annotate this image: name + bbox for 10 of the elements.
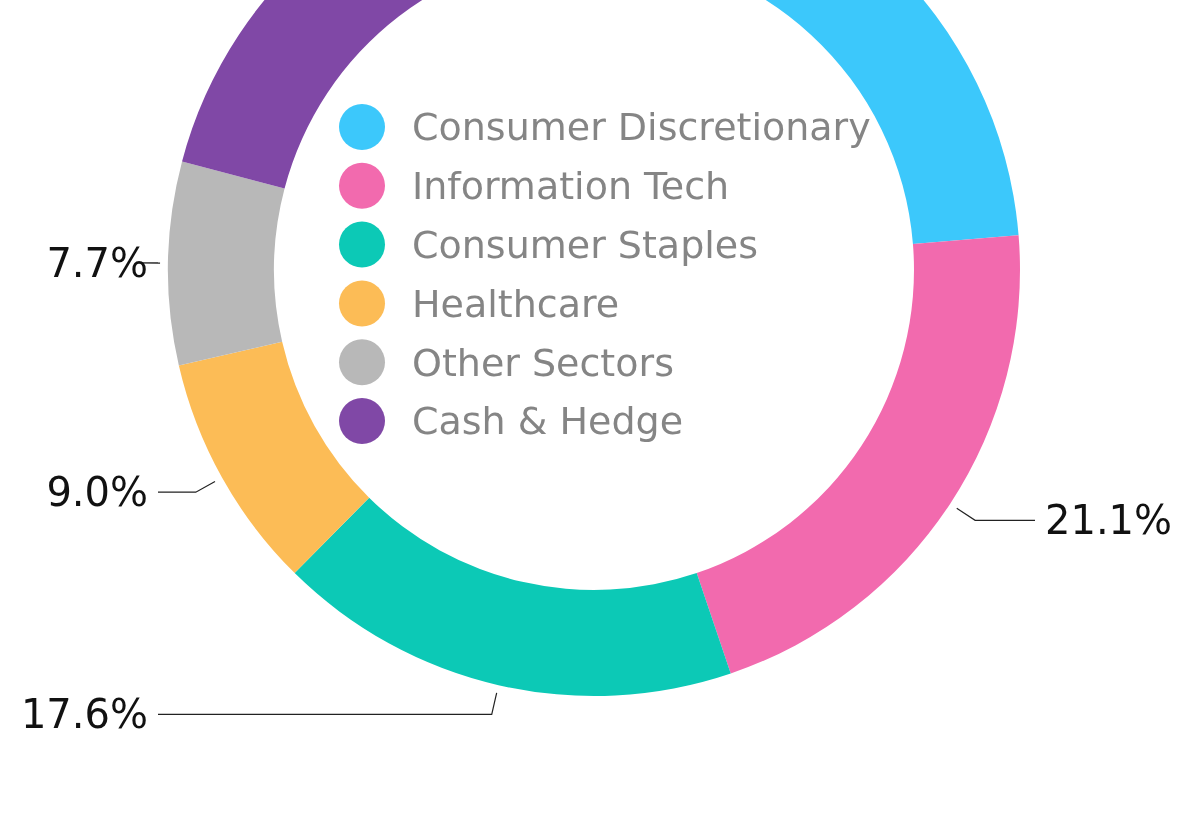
legend-label: Information Tech	[412, 164, 730, 209]
legend-label: Cash & Hedge	[412, 399, 684, 444]
data-label: 17.6%	[20, 691, 148, 738]
legend-label: Other Sectors	[412, 340, 674, 385]
data-label: 7.7%	[46, 239, 148, 286]
data-label: 9.0%	[46, 469, 148, 516]
data-label: 21.1%	[1045, 497, 1173, 544]
legend-label: Consumer Discretionary	[412, 105, 871, 150]
legend-label: Consumer Staples	[412, 222, 759, 267]
legend-label: Healthcare	[412, 281, 620, 326]
